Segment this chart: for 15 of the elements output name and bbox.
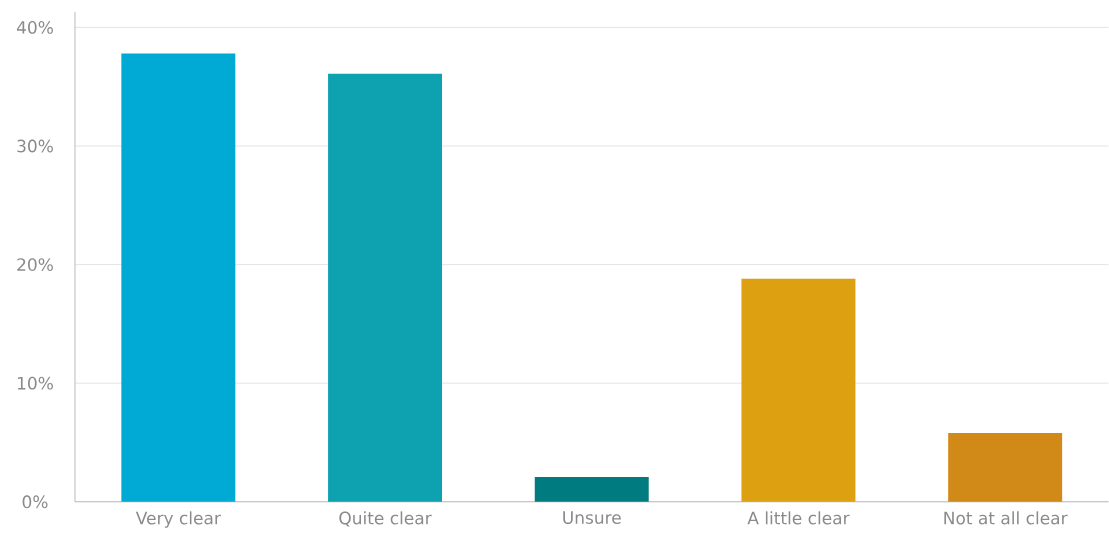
x-tick-label: Unsure xyxy=(563,511,621,525)
bar xyxy=(534,477,649,502)
y-tick-label: 40% xyxy=(16,21,53,34)
bar xyxy=(328,73,443,502)
x-tick-label: Not at all clear xyxy=(944,511,1068,525)
y-tick-label: 30% xyxy=(17,139,53,153)
y-tick-label: 0% xyxy=(22,495,48,509)
x-tick-label: Quite clear xyxy=(339,511,432,527)
x-tick-label: A little clear xyxy=(747,511,850,525)
bar xyxy=(741,278,856,502)
x-tick-label: Very clear xyxy=(135,511,221,528)
bar xyxy=(948,433,1063,502)
bar xyxy=(121,53,236,502)
y-tick-label: 20% xyxy=(17,258,53,272)
y-tick-label: 10% xyxy=(17,376,53,390)
